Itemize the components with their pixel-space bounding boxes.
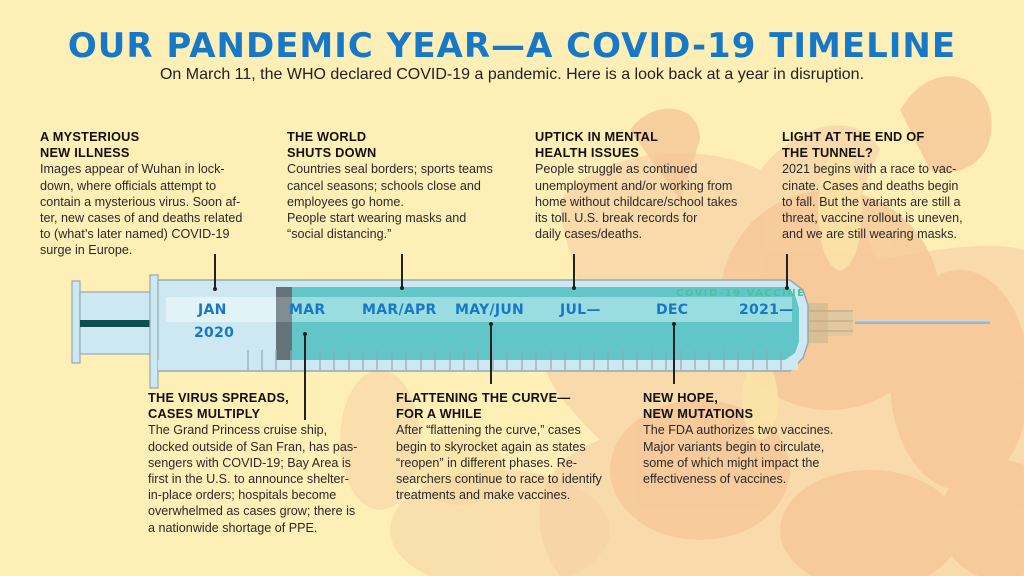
event-body: 2021 begins with a race to vac-cinate. C… <box>782 162 963 242</box>
event-body: After “flattening the curve,” cases begin… <box>396 423 602 503</box>
event-body: The FDA authorizes two vaccines. Major va… <box>643 423 834 487</box>
event-heading: LIGHT AT THE END OF THE TUNNEL? <box>782 129 925 161</box>
leader-line-dec <box>673 324 675 384</box>
event-heading: FLATTENING THE CURVE— FOR A WHILE <box>396 390 571 422</box>
leader-line-jul <box>573 254 575 288</box>
event-heading: A MYSTERIOUS NEW ILLNESS <box>40 129 140 161</box>
month-mar: MAR <box>289 302 326 318</box>
event-new-hope: NEW HOPE, NEW MUTATIONS The FDA authorize… <box>643 390 893 487</box>
year-2020: 2020 <box>194 325 235 341</box>
event-body: Countries seal borders; sports teams canc… <box>287 162 493 242</box>
event-mysterious-illness: A MYSTERIOUS NEW ILLNESS Images appear of… <box>40 129 290 259</box>
year-2021: 2021— <box>739 302 794 318</box>
leader-dot-jan <box>213 287 217 291</box>
page-subtitle: On March 11, the WHO declared COVID-19 a… <box>159 66 865 83</box>
month-jul: JUL— <box>560 302 601 318</box>
page-title: OUR PANDEMIC YEAR—A COVID-19 TIMELINE <box>67 26 957 66</box>
measurement-ticks <box>247 350 782 370</box>
leader-dot-may-jun <box>489 322 493 326</box>
leader-dot-dec <box>672 322 676 326</box>
event-mental-health: UPTICK IN MENTAL HEALTH ISSUES People str… <box>535 129 785 242</box>
event-body: Images appear of Wuhan in lock-down, whe… <box>40 162 243 258</box>
event-body: People struggle as continued unemployment… <box>535 162 738 242</box>
plunger-flange <box>71 280 81 364</box>
month-may-jun: MAY/JUN <box>455 302 525 318</box>
leader-line-mar <box>304 334 306 420</box>
event-heading: THE VIRUS SPREADS, CASES MULTIPLY <box>148 390 289 422</box>
month-dec: DEC <box>656 302 689 318</box>
leader-dot-mar <box>303 332 307 336</box>
event-world-shuts-down: THE WORLD SHUTS DOWN Countries seal borde… <box>287 129 537 242</box>
event-body: The Grand Princess cruise ship, docked ou… <box>148 423 358 535</box>
leader-line-2021 <box>786 254 788 288</box>
event-heading: THE WORLD SHUTS DOWN <box>287 129 377 161</box>
needle-hub <box>808 303 828 343</box>
month-jan: JAN <box>198 302 227 318</box>
leader-dot-2021 <box>785 286 789 290</box>
leader-dot-jul <box>572 286 576 290</box>
leader-line-may-jun <box>490 324 492 384</box>
leader-line-jan <box>214 254 216 288</box>
event-heading: NEW HOPE, NEW MUTATIONS <box>643 390 754 422</box>
event-heading: UPTICK IN MENTAL HEALTH ISSUES <box>535 129 659 161</box>
needle <box>855 320 990 324</box>
event-flattening-curve: FLATTENING THE CURVE— FOR A WHILE After “… <box>396 390 646 503</box>
event-virus-spreads: THE VIRUS SPREADS, CASES MULTIPLY The Gra… <box>148 390 398 536</box>
leader-line-mar-apr <box>401 254 403 288</box>
barrel-flange <box>149 274 159 389</box>
event-light-end-tunnel: LIGHT AT THE END OF THE TUNNEL? 2021 begi… <box>782 129 1022 242</box>
vaccine-label: COVID-19 VACCINE <box>676 288 806 299</box>
leader-dot-mar-apr <box>400 286 404 290</box>
month-mar-apr: MAR/APR <box>362 302 437 318</box>
